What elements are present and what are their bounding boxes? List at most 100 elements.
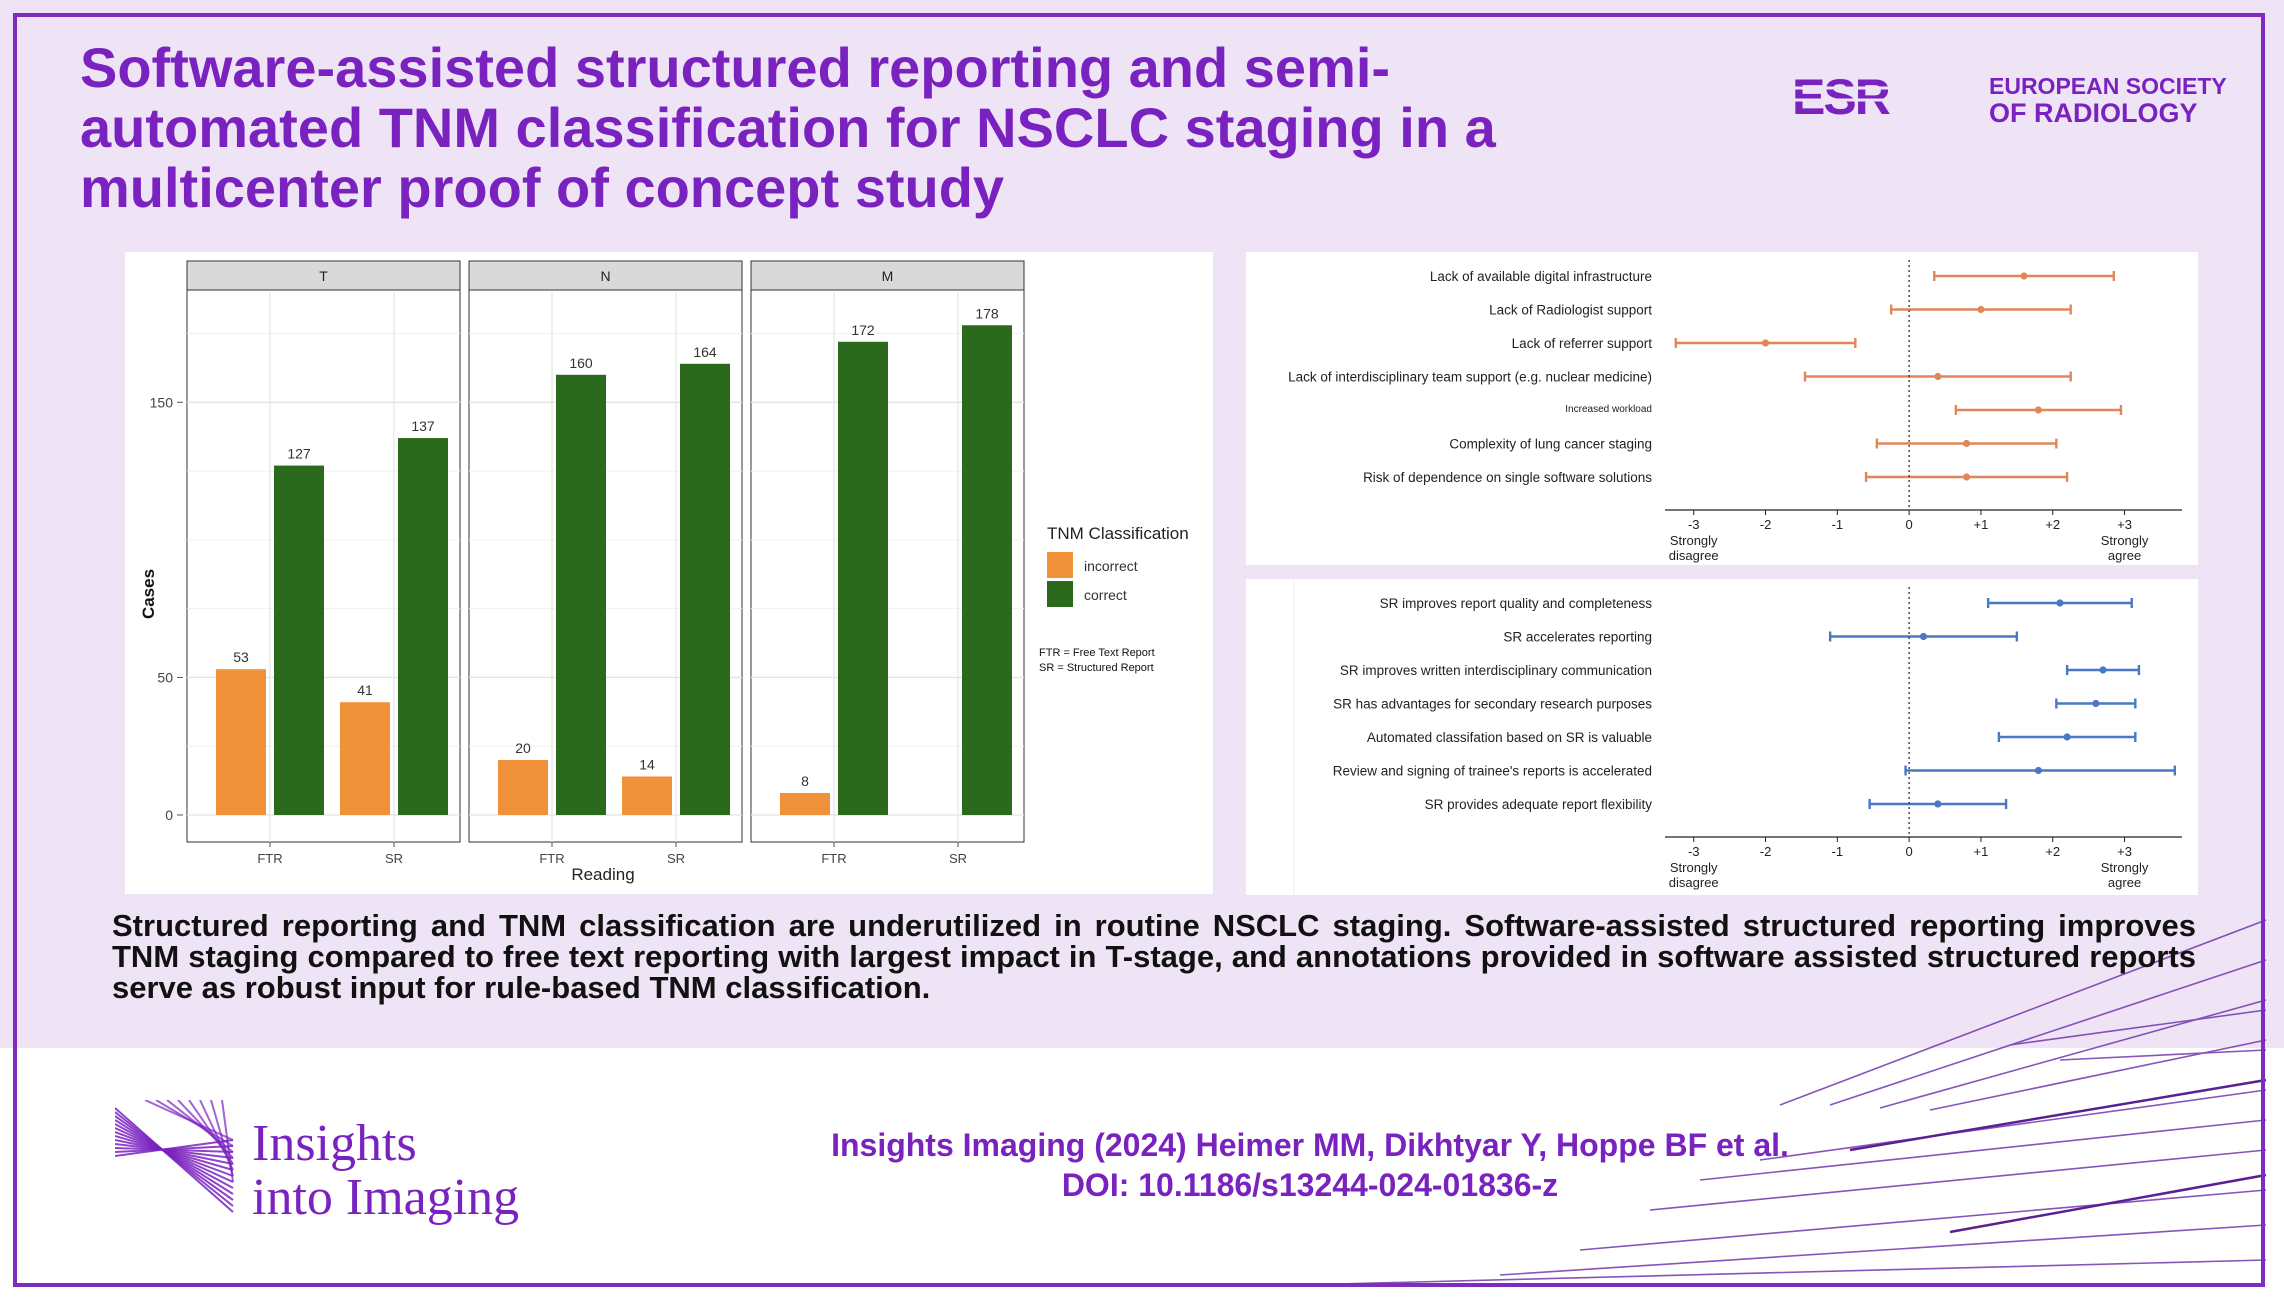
bar-chart-panel: T N M 53 127 41 137 20 160 14 164 8 172 178 0 50 150 FT… xyxy=(125,252,1213,894)
benefits-left-end-label-0: Strongly xyxy=(1670,860,1718,875)
legend-note-sr: SR = Structured Report xyxy=(1039,662,1154,674)
x-axis-label: Reading xyxy=(571,865,634,884)
citation-line2: DOI: 10.1186/s13244-024-01836-z xyxy=(1061,1167,1559,1203)
bar-label-T-SR-incorrect: 41 xyxy=(357,682,373,698)
barriers-x-tick-2: -1 xyxy=(1832,517,1844,532)
benefits-forest-plot-panel: SR improves report quality and completen… xyxy=(1246,579,2198,895)
insights-into-imaging-logo: Insights into Imaging xyxy=(115,1100,519,1226)
barriers-mean-point-3 xyxy=(1934,372,1942,381)
bar-M-FTR-incorrect xyxy=(780,792,830,815)
barriers-mean-point-5 xyxy=(1962,439,1971,448)
benefits-item-label-6: SR provides adequate report flexibility xyxy=(1425,797,1653,812)
legend: TNM Classification incorrect correct FTR… xyxy=(1039,524,1189,674)
barriers-mean-point-0 xyxy=(2020,272,2028,280)
benefits-left-end-label-1: disagree xyxy=(1669,875,1719,890)
x-tick-label-M-FTR: FTR xyxy=(821,851,846,866)
barriers-x-tick-6: +3 xyxy=(2117,517,2132,532)
benefits-item-label-2: SR improves written interdisciplinary co… xyxy=(1340,663,1652,678)
legend-swatch-correct xyxy=(1047,581,1073,607)
barriers-forest-plot-panel: Lack of available digital infrastructure… xyxy=(1246,252,2198,565)
barriers-item-label-6: Risk of dependence on single software so… xyxy=(1363,470,1652,485)
bar-T-FTR-correct xyxy=(274,465,324,815)
bar-M-FTR-correct xyxy=(838,341,888,815)
x-tick-label-M-SR: SR xyxy=(949,851,967,866)
facet-label-N: N xyxy=(600,268,610,284)
y-tick-label-2: 150 xyxy=(150,394,174,410)
benefits-x-tick-5: +2 xyxy=(2045,844,2060,859)
facet-strip-T xyxy=(186,260,461,291)
bar-T-FTR-incorrect xyxy=(216,669,266,815)
esr-logo-line1: EUROPEAN SOCIETY xyxy=(1989,73,2227,99)
barriers-right-end-label-1: agree xyxy=(2108,548,2141,563)
benefits-item-label-1: SR accelerates reporting xyxy=(1503,630,1652,645)
benefits-x-tick-4: +1 xyxy=(1974,844,1989,859)
y-tick-label-0: 0 xyxy=(165,807,173,823)
barriers-mean-point-6 xyxy=(1962,473,1971,481)
legend-note-ftr: FTR = Free Text Report xyxy=(1039,647,1155,659)
benefits-right-end-label-1: agree xyxy=(2108,875,2141,890)
bar-label-M-FTR-correct: 172 xyxy=(851,322,875,338)
bar-marks: 53 127 41 137 20 160 14 164 8 172 178 xyxy=(216,305,1012,815)
bar-T-SR-correct xyxy=(398,438,448,815)
barriers-item-label-5: Complexity of lung cancer staging xyxy=(1449,437,1652,452)
legend-title: TNM Classification xyxy=(1047,524,1189,543)
benefits-x-tick-2: -1 xyxy=(1832,844,1844,859)
tnm-bar-chart: T N M 53 127 41 137 20 160 14 164 8 172 178 0 50 150 FT… xyxy=(139,260,1189,884)
bar-M-SR-correct xyxy=(962,325,1012,815)
bar-label-T-SR-correct: 137 xyxy=(411,418,435,434)
legend-label-incorrect: incorrect xyxy=(1084,558,1138,574)
barriers-mean-point-4 xyxy=(2034,406,2042,414)
benefits-item-label-5: Review and signing of trainee's reports … xyxy=(1333,764,1652,779)
facet-strip-N xyxy=(468,260,743,291)
y-axis-label: Cases xyxy=(139,569,158,619)
legend-swatch-incorrect xyxy=(1047,552,1073,578)
journal-logo-mark xyxy=(115,1100,234,1213)
bar-N-FTR-incorrect xyxy=(498,759,548,815)
bar-label-N-SR-correct: 164 xyxy=(693,344,717,360)
bar-N-FTR-correct xyxy=(556,374,606,815)
bar-T-SR-incorrect xyxy=(340,702,390,815)
x-tick-label-T-SR: SR xyxy=(385,851,403,866)
barriers-x-tick-0: -3 xyxy=(1688,517,1700,532)
benefits-x-tick-6: +3 xyxy=(2117,844,2132,859)
bar-label-N-FTR-correct: 160 xyxy=(569,355,593,371)
benefits-item-label-4: Automated classifation based on SR is va… xyxy=(1367,730,1652,745)
benefits-mean-point-1 xyxy=(1919,632,1928,641)
facet-label-M: M xyxy=(882,268,894,284)
barriers-left-end-label-1: disagree xyxy=(1669,548,1719,563)
citation: Insights Imaging (2024) Heimer MM, Dikht… xyxy=(800,1125,1820,1205)
bar-label-M-SR-correct: 178 xyxy=(975,305,999,321)
benefits-item-label-0: SR improves report quality and completen… xyxy=(1380,596,1653,611)
benefits-forest-plot: SR improves report quality and completen… xyxy=(1293,579,2182,895)
bar-N-SR-incorrect xyxy=(622,776,672,815)
x-tick-label-N-SR: SR xyxy=(667,851,685,866)
barriers-item-label-3: Lack of interdisciplinary team support (… xyxy=(1288,370,1652,385)
barriers-right-end-label-0: Strongly xyxy=(2101,533,2149,548)
benefits-mean-point-3 xyxy=(2092,699,2100,708)
bar-label-M-FTR-incorrect: 8 xyxy=(801,773,809,789)
x-tick-label-T-FTR: FTR xyxy=(257,851,282,866)
benefits-x-tick-0: -3 xyxy=(1688,844,1700,859)
legend-label-correct: correct xyxy=(1084,587,1127,603)
benefits-mean-point-2 xyxy=(2099,666,2107,674)
citation-line1: Insights Imaging (2024) Heimer MM, Dikht… xyxy=(831,1127,1789,1163)
bar-label-T-FTR-incorrect: 53 xyxy=(233,649,249,665)
bar-label-N-SR-incorrect: 14 xyxy=(639,756,655,772)
bar-label-T-FTR-correct: 127 xyxy=(287,446,311,462)
benefits-mean-point-4 xyxy=(2063,733,2071,741)
journal-logo-line1: Insights xyxy=(252,1115,417,1172)
facet-label-T: T xyxy=(319,268,328,284)
benefits-item-label-3: SR has advantages for secondary research… xyxy=(1333,697,1652,712)
page-title: Software-assisted structured reporting a… xyxy=(80,36,1496,219)
y-tick-label-1: 50 xyxy=(157,669,173,685)
barriers-x-tick-1: -2 xyxy=(1760,517,1772,532)
barriers-item-label-1: Lack of Radiologist support xyxy=(1489,303,1652,318)
barriers-x-tick-5: +2 xyxy=(2045,517,2060,532)
bar-N-SR-correct xyxy=(680,363,730,815)
benefits-mean-point-6 xyxy=(1934,800,1942,808)
benefits-mean-point-0 xyxy=(2056,599,2064,607)
barriers-item-label-2: Lack of referrer support xyxy=(1512,336,1653,351)
